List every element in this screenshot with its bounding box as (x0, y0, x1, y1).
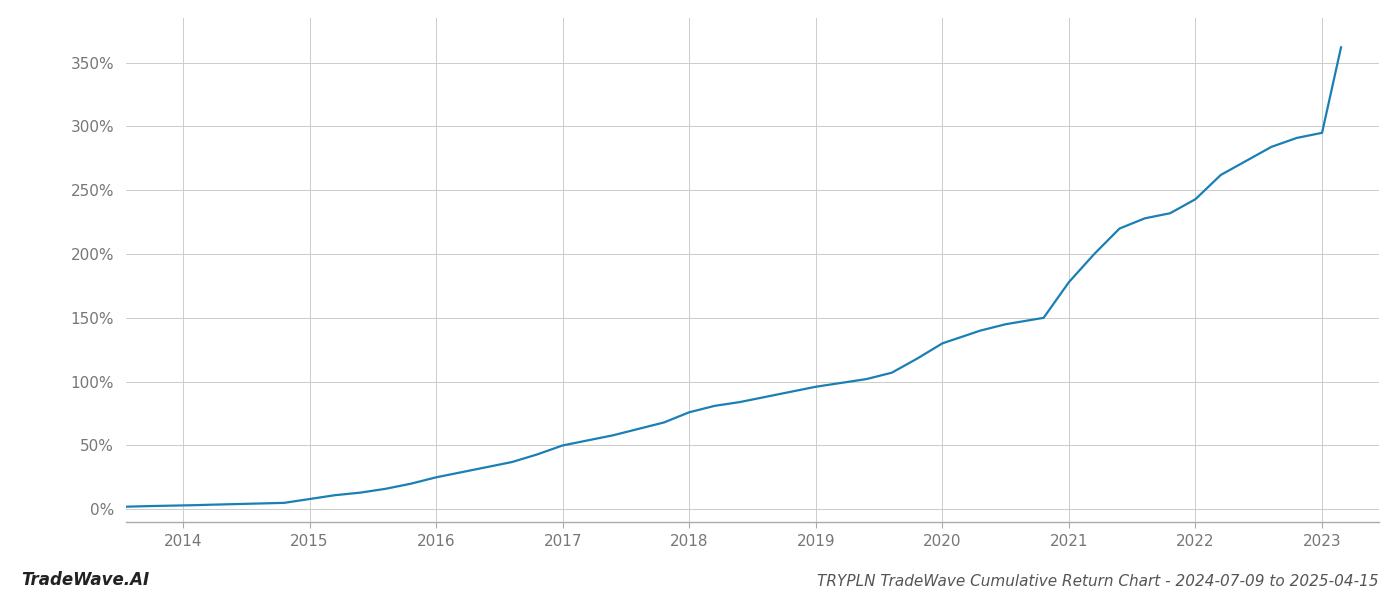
Text: TRYPLN TradeWave Cumulative Return Chart - 2024-07-09 to 2025-04-15: TRYPLN TradeWave Cumulative Return Chart… (818, 574, 1379, 589)
Text: TradeWave.AI: TradeWave.AI (21, 571, 150, 589)
